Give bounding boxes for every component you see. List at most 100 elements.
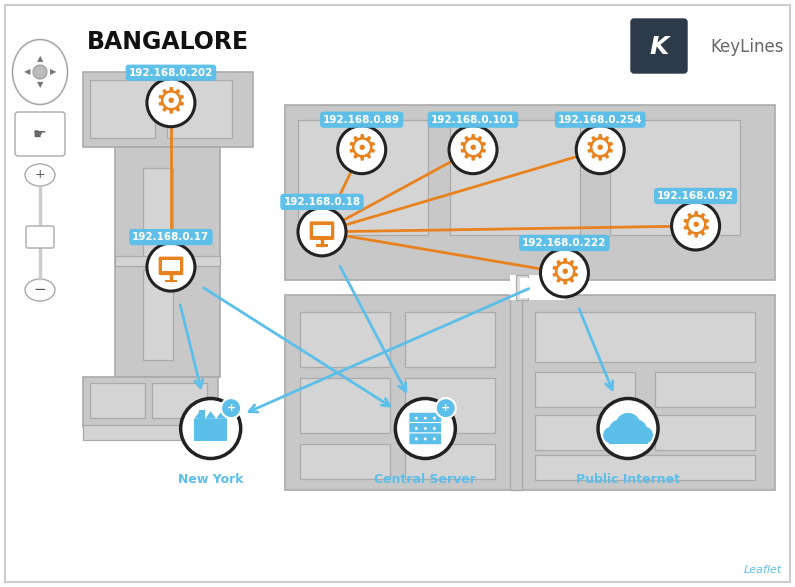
Text: New York: New York [178, 473, 243, 485]
Bar [143, 270, 173, 360]
Bar [194, 419, 227, 441]
Text: 192.168.0.202: 192.168.0.202 [129, 68, 213, 77]
Bar [143, 168, 173, 258]
Circle shape [415, 417, 418, 420]
Text: 192.168.0.92: 192.168.0.92 [657, 191, 734, 201]
Circle shape [424, 417, 427, 420]
Circle shape [432, 427, 436, 430]
Bar [535, 455, 755, 480]
Bar [165, 279, 177, 282]
Circle shape [424, 437, 427, 440]
Circle shape [432, 417, 436, 420]
Bar [510, 295, 522, 490]
Circle shape [636, 427, 653, 444]
Circle shape [298, 208, 346, 256]
Text: 192.168.0.18: 192.168.0.18 [283, 197, 361, 207]
Bar [655, 415, 755, 450]
Text: +: + [227, 403, 235, 413]
Bar [162, 261, 180, 271]
Bar [285, 295, 775, 490]
Bar [405, 312, 495, 367]
Text: Central Server: Central Server [374, 473, 476, 485]
Bar [300, 444, 390, 479]
Text: ◀: ◀ [24, 68, 30, 76]
Bar [83, 72, 253, 147]
Text: ⚙: ⚙ [584, 133, 616, 167]
Text: ⚙: ⚙ [457, 133, 489, 167]
FancyBboxPatch shape [26, 226, 54, 248]
Bar [535, 312, 755, 362]
Circle shape [449, 126, 497, 174]
Bar [405, 444, 495, 479]
Text: ⚙: ⚙ [549, 256, 580, 290]
Ellipse shape [13, 39, 68, 104]
Text: BANGALORE: BANGALORE [87, 30, 249, 54]
Bar [655, 372, 755, 407]
FancyBboxPatch shape [409, 412, 442, 424]
Circle shape [609, 420, 630, 440]
Bar [300, 378, 390, 433]
Bar [535, 372, 635, 407]
FancyBboxPatch shape [631, 19, 687, 73]
Text: 192.168.0.254: 192.168.0.254 [558, 114, 642, 124]
Circle shape [147, 79, 195, 127]
Bar [516, 275, 528, 300]
Ellipse shape [25, 279, 55, 301]
Bar [510, 275, 565, 300]
Bar [316, 244, 328, 247]
FancyBboxPatch shape [310, 221, 334, 240]
Text: +: + [441, 403, 450, 413]
Circle shape [603, 427, 620, 444]
Circle shape [221, 398, 241, 418]
Circle shape [615, 413, 641, 438]
Text: ⚙: ⚙ [346, 133, 378, 167]
Bar [115, 147, 220, 377]
Text: ▼: ▼ [37, 80, 43, 89]
Text: Leaflet: Leaflet [744, 565, 782, 575]
Ellipse shape [25, 164, 55, 186]
Bar [83, 425, 220, 440]
Circle shape [432, 437, 436, 440]
Circle shape [338, 126, 386, 174]
Circle shape [541, 249, 588, 297]
Bar [450, 120, 580, 235]
Bar [608, 431, 648, 444]
Circle shape [180, 399, 241, 458]
Text: ▲: ▲ [37, 55, 43, 63]
Bar [152, 383, 207, 418]
Text: KeyLines: KeyLines [710, 38, 784, 56]
FancyBboxPatch shape [159, 257, 183, 275]
Text: K: K [650, 35, 669, 59]
Polygon shape [216, 411, 227, 419]
Bar [520, 278, 535, 298]
Circle shape [436, 398, 456, 418]
Circle shape [415, 427, 418, 430]
FancyBboxPatch shape [409, 433, 442, 445]
Text: Public Internet: Public Internet [576, 473, 680, 485]
Circle shape [626, 420, 647, 440]
Text: ▶: ▶ [50, 68, 56, 76]
Circle shape [576, 126, 624, 174]
Bar [535, 415, 635, 450]
Text: 192.168.0.89: 192.168.0.89 [324, 114, 400, 124]
FancyBboxPatch shape [15, 112, 65, 156]
Polygon shape [194, 411, 205, 419]
Bar [90, 383, 145, 418]
Circle shape [415, 437, 418, 440]
FancyBboxPatch shape [409, 423, 442, 434]
Polygon shape [205, 411, 216, 419]
Circle shape [598, 399, 658, 458]
Bar [115, 256, 220, 266]
Text: ⚙: ⚙ [680, 209, 712, 243]
Bar [405, 378, 495, 433]
Circle shape [672, 202, 719, 250]
Text: 192.168.0.222: 192.168.0.222 [522, 238, 607, 248]
Bar [90, 80, 155, 138]
Text: ☛: ☛ [33, 127, 47, 141]
Circle shape [33, 65, 47, 79]
Circle shape [395, 399, 456, 458]
Bar [610, 120, 740, 235]
Text: 192.168.0.17: 192.168.0.17 [132, 232, 210, 242]
Bar [298, 120, 428, 235]
Text: +: + [35, 168, 45, 181]
